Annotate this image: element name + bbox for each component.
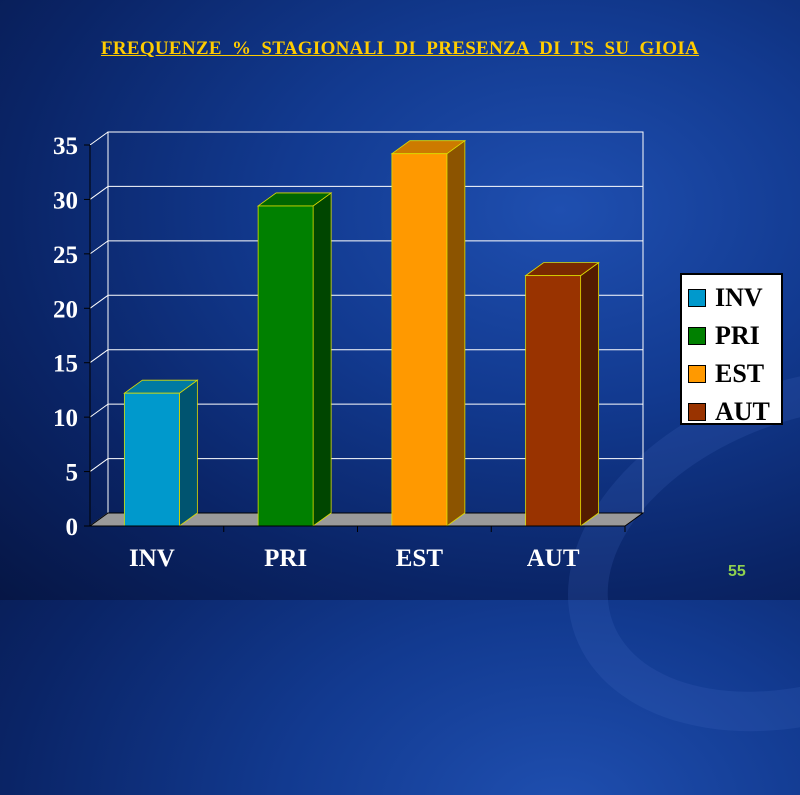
- legend-label: EST: [715, 359, 765, 388]
- x-tick-label: AUT: [527, 545, 580, 572]
- chart-title: FREQUENZE % STAGIONALI DI PRESENZA DI TS…: [100, 38, 700, 59]
- legend-swatch: [688, 365, 706, 383]
- gridline-depth: [89, 349, 109, 364]
- legend-item-est: EST: [688, 355, 775, 393]
- legend-item-inv: INV: [688, 279, 775, 317]
- bar-front-face: [525, 275, 582, 527]
- bar-aut: [524, 261, 600, 527]
- y-tick-label: 5: [66, 460, 79, 487]
- x-tick-label: EST: [396, 545, 444, 572]
- y-tick-label: 10: [53, 405, 78, 432]
- legend-item-pri: PRI: [688, 317, 775, 355]
- bar-side-face: [312, 192, 332, 527]
- gridline-depth: [89, 186, 109, 200]
- gridline-depth: [89, 458, 109, 472]
- bar-inv: [123, 379, 199, 527]
- bar-side-face: [580, 261, 600, 527]
- y-tick-label: 0: [66, 514, 79, 541]
- y-tick-label: 20: [53, 296, 78, 323]
- bar-side-face: [178, 379, 198, 527]
- bar-side-face: [446, 139, 466, 527]
- bar-front-face: [391, 153, 448, 527]
- y-tick-label: 15: [53, 351, 78, 378]
- legend-swatch: [688, 289, 706, 307]
- y-tick-label: 35: [53, 133, 78, 160]
- page-number: 55: [728, 563, 746, 580]
- legend-label: INV: [715, 283, 763, 312]
- x-tick-label: INV: [129, 545, 175, 572]
- legend-label: AUT: [715, 397, 770, 426]
- legend-swatch: [688, 403, 706, 421]
- legend-swatch: [688, 327, 706, 345]
- bar-est: [390, 139, 467, 527]
- chart-legend: INV PRI EST AUT: [680, 273, 783, 426]
- gridline-depth: [89, 240, 109, 255]
- y-tick-label: 30: [53, 187, 78, 214]
- gridline-depth: [89, 131, 109, 146]
- bar-chart: 0 5 10 15 20 25 30 35 INV PRI EST AUT: [53, 131, 645, 572]
- legend-item-aut: AUT: [688, 393, 775, 431]
- gridline-depth: [89, 403, 109, 418]
- bar-front-face: [123, 392, 180, 527]
- gridline-depth: [89, 294, 109, 309]
- y-tick-label: 25: [53, 242, 78, 269]
- bar-pri: [256, 192, 333, 527]
- legend-label: PRI: [715, 321, 760, 350]
- bar-front-face: [257, 205, 314, 527]
- x-tick-label: PRI: [264, 545, 307, 572]
